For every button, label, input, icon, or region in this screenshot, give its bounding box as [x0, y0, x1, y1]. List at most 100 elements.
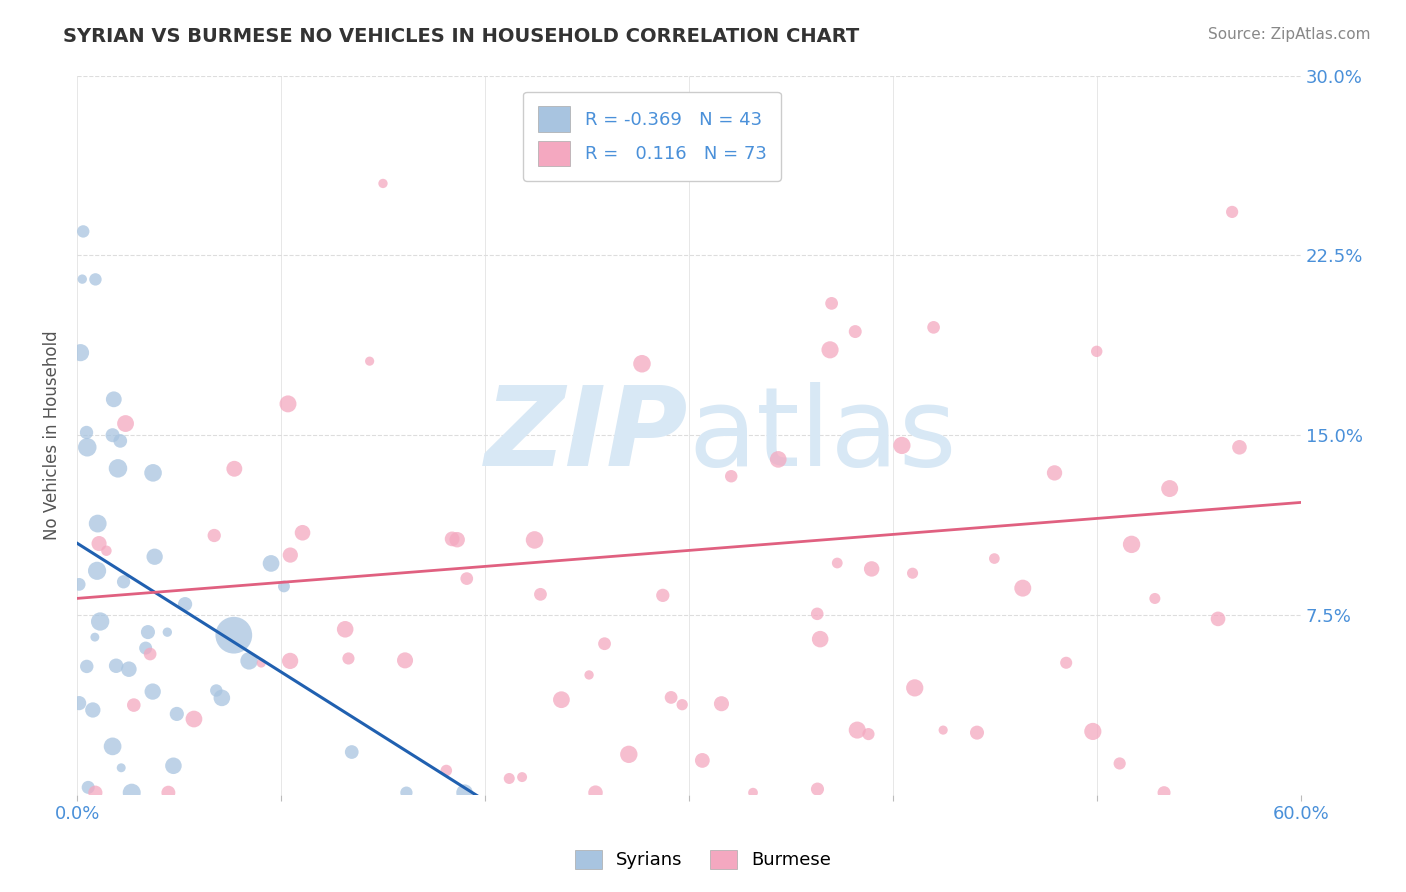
Point — [136, 625, 159, 640]
Point — [637, 153, 659, 167]
Point — [631, 357, 654, 371]
Point — [806, 607, 828, 621]
Point — [617, 747, 640, 762]
Point — [659, 690, 682, 705]
Point — [157, 786, 180, 800]
Point — [901, 566, 924, 581]
Legend: R = -0.369   N = 43, R =   0.116   N = 73: R = -0.369 N = 43, R = 0.116 N = 73 — [523, 92, 780, 181]
Point — [67, 696, 90, 710]
Point — [710, 697, 733, 711]
Point — [333, 622, 356, 636]
Point — [692, 753, 714, 767]
Point — [1043, 466, 1066, 480]
Point — [441, 532, 464, 546]
Point — [96, 543, 118, 558]
Point — [142, 466, 165, 480]
Point — [966, 725, 988, 739]
Point — [278, 548, 301, 562]
Point — [273, 579, 295, 593]
Point — [103, 392, 125, 407]
Point — [1206, 612, 1229, 626]
Point — [1229, 440, 1251, 454]
Point — [550, 692, 572, 706]
Point — [671, 698, 693, 712]
Point — [394, 653, 416, 667]
Point — [118, 662, 141, 676]
Point — [523, 533, 546, 547]
Point — [456, 572, 478, 586]
Point — [77, 780, 100, 795]
Point — [156, 625, 179, 640]
Point — [222, 628, 245, 642]
Point — [121, 786, 143, 800]
Point — [1054, 656, 1077, 670]
Point — [89, 615, 111, 629]
Point — [1143, 591, 1166, 606]
Point — [166, 706, 188, 721]
Point — [1121, 537, 1143, 551]
Point — [105, 658, 128, 673]
Point — [825, 556, 848, 570]
Point — [211, 690, 233, 705]
Point — [806, 782, 828, 797]
Point — [808, 632, 831, 647]
Point — [860, 562, 883, 576]
Point — [983, 551, 1005, 566]
Point — [72, 224, 94, 238]
Point — [107, 461, 129, 475]
Point — [858, 727, 880, 741]
Point — [143, 549, 166, 564]
Text: ZIP: ZIP — [485, 382, 689, 489]
Point — [76, 425, 98, 440]
Point — [337, 651, 360, 665]
Text: SYRIAN VS BURMESE NO VEHICLES IN HOUSEHOLD CORRELATION CHART: SYRIAN VS BURMESE NO VEHICLES IN HOUSEHO… — [63, 27, 859, 45]
Point — [768, 452, 790, 467]
Point — [510, 770, 533, 784]
Point — [250, 656, 273, 670]
Point — [86, 516, 108, 531]
Point — [110, 434, 132, 448]
Point — [84, 272, 107, 286]
Point — [932, 723, 955, 737]
Point — [101, 428, 124, 442]
Point — [498, 772, 520, 786]
Point — [83, 630, 105, 644]
Point — [434, 764, 457, 778]
Point — [371, 177, 394, 191]
Point — [82, 703, 104, 717]
Point — [139, 647, 162, 661]
Point — [1011, 581, 1033, 595]
Point — [84, 786, 107, 800]
Point — [110, 761, 132, 775]
Point — [1159, 482, 1181, 496]
Point — [224, 462, 246, 476]
Point — [585, 786, 607, 800]
Text: atlas: atlas — [689, 382, 957, 489]
Point — [340, 745, 363, 759]
Point — [578, 668, 600, 682]
Legend: Syrians, Burmese: Syrians, Burmese — [565, 841, 841, 879]
Point — [101, 739, 124, 754]
Point — [112, 574, 135, 589]
Point — [844, 325, 866, 339]
Point — [395, 786, 418, 800]
Point — [260, 557, 283, 571]
Point — [162, 758, 184, 772]
Point — [846, 723, 869, 737]
Point — [904, 681, 927, 695]
Point — [890, 438, 912, 452]
Point — [1153, 786, 1175, 800]
Point — [76, 659, 98, 673]
Point — [1108, 756, 1130, 771]
Point — [453, 786, 475, 800]
Point — [922, 320, 945, 334]
Point — [86, 564, 108, 578]
Point — [820, 296, 842, 310]
Point — [183, 712, 205, 726]
Point — [76, 440, 98, 454]
Point — [114, 417, 136, 431]
Point — [359, 354, 381, 368]
Point — [205, 683, 228, 698]
Point — [122, 698, 145, 712]
Point — [202, 528, 225, 542]
